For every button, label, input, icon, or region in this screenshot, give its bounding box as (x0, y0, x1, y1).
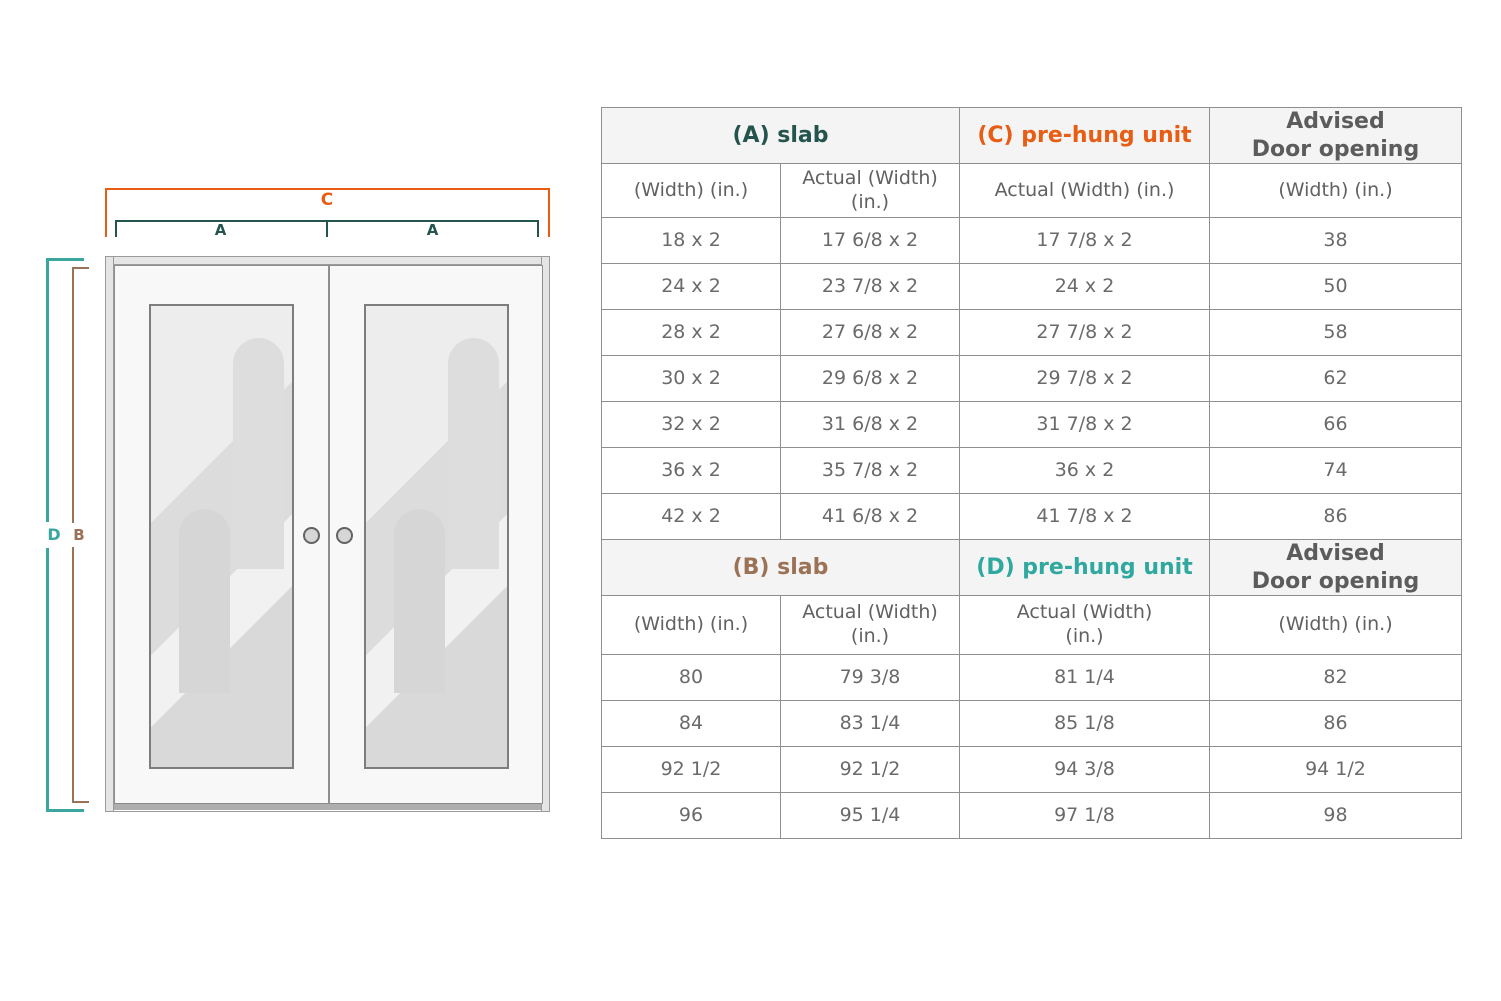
table-cell: 18 x 2 (601, 217, 781, 264)
table-cell: 58 (1209, 309, 1462, 356)
table-cell: 86 (1209, 493, 1462, 540)
table-cell: 29 7/8 x 2 (959, 355, 1210, 402)
table-row: 96 95 1/4 97 1/8 98 (601, 792, 1462, 839)
section-header-row: (B) slab (D) pre-hung unit Advised Door op… (601, 539, 1462, 596)
table-cell: 36 x 2 (601, 447, 781, 494)
section-title: (A) slab (601, 107, 960, 164)
table-cell: 94 1/2 (1209, 746, 1462, 793)
table-cell: 74 (1209, 447, 1462, 494)
table-cell: 38 (1209, 217, 1462, 264)
table-row: 36 x 2 35 7/8 x 2 36 x 2 74 (601, 447, 1462, 494)
table-cell: 81 1/4 (959, 654, 1210, 701)
column-header-row: (Width) (in.) Actual (Width) (in.) Actual … (601, 163, 1462, 218)
right-door-slab (329, 265, 543, 804)
table-cell: 96 (601, 792, 781, 839)
table-cell: 17 6/8 x 2 (780, 217, 960, 264)
table-cell: 92 1/2 (780, 746, 960, 793)
size-table: (A) slab (C) pre-hung unit Advised Door op… (601, 107, 1462, 839)
table-cell: 24 x 2 (601, 263, 781, 310)
dimension-label-b: B (70, 523, 88, 547)
table-cell: 31 6/8 x 2 (780, 401, 960, 448)
table-row: 80 79 3/8 81 1/4 82 (601, 654, 1462, 701)
table-cell: 27 6/8 x 2 (780, 309, 960, 356)
table-cell: 84 (601, 700, 781, 747)
dimension-bracket-c (105, 188, 550, 237)
table-row: 30 x 2 29 6/8 x 2 29 7/8 x 2 62 (601, 355, 1462, 402)
table-cell: 41 6/8 x 2 (780, 493, 960, 540)
table-cell: 80 (601, 654, 781, 701)
table-cell: 83 1/4 (780, 700, 960, 747)
table-cell: 95 1/4 (780, 792, 960, 839)
column-header-row: (Width) (in.) Actual (Width) (in.) Actual … (601, 595, 1462, 655)
section-title: Advised Door opening (1209, 107, 1462, 164)
door-size-table-wrap: (A) slab (C) pre-hung unit Advised Door op… (601, 107, 1462, 839)
section-title: (C) pre-hung unit (959, 107, 1210, 164)
table-cell: 98 (1209, 792, 1462, 839)
section-title: Advised Door opening (1209, 539, 1462, 596)
double-door-illustration (105, 256, 550, 812)
table-row: 18 x 2 17 6/8 x 2 17 7/8 x 2 38 (601, 217, 1462, 264)
section-title: (B) slab (601, 539, 960, 596)
table-cell: 62 (1209, 355, 1462, 402)
table-cell: 79 3/8 (780, 654, 960, 701)
table-cell: 50 (1209, 263, 1462, 310)
table-row: 84 83 1/4 85 1/8 86 (601, 700, 1462, 747)
dimension-label-a-left: A (214, 221, 228, 239)
table-row: 42 x 2 41 6/8 x 2 41 7/8 x 2 86 (601, 493, 1462, 540)
table-cell: 35 7/8 x 2 (780, 447, 960, 494)
table-cell: 97 1/8 (959, 792, 1210, 839)
table-cell: 24 x 2 (959, 263, 1210, 310)
table-row: 92 1/2 92 1/2 94 3/8 94 1/2 (601, 746, 1462, 793)
right-door-knob (336, 527, 353, 544)
left-door-slab (114, 265, 329, 804)
table-row: 28 x 2 27 6/8 x 2 27 7/8 x 2 58 (601, 309, 1462, 356)
table-cell: 23 7/8 x 2 (780, 263, 960, 310)
column-header: Actual (Width) (in.) (959, 163, 1210, 218)
table-cell: 41 7/8 x 2 (959, 493, 1210, 540)
left-door-glass-panel (149, 304, 294, 769)
glass-reflection-shape (232, 338, 284, 569)
table-cell: 86 (1209, 700, 1462, 747)
table-cell: 42 x 2 (601, 493, 781, 540)
column-header: Actual (Width) (in.) (959, 595, 1210, 655)
dimension-label-d: D (43, 522, 65, 548)
table-cell: 17 7/8 x 2 (959, 217, 1210, 264)
dimension-bracket-a-mid-tick (326, 220, 328, 237)
right-door-glass-panel (364, 304, 509, 769)
section-header-row: (A) slab (C) pre-hung unit Advised Door op… (601, 107, 1462, 164)
door-diagram: C A A D B (0, 0, 600, 900)
door-frame-head (106, 257, 549, 265)
column-header: Actual (Width) (in.) (780, 595, 960, 655)
dimension-label-c: C (320, 190, 335, 210)
table-cell: 82 (1209, 654, 1462, 701)
door-frame-left-jamb (106, 257, 114, 811)
table-cell: 28 x 2 (601, 309, 781, 356)
table-cell: 36 x 2 (959, 447, 1210, 494)
table-cell: 32 x 2 (601, 401, 781, 448)
table-cell: 31 7/8 x 2 (959, 401, 1210, 448)
door-bottom-rail (114, 803, 541, 810)
glass-reflection-shape (447, 338, 499, 569)
table-row: 24 x 2 23 7/8 x 2 24 x 2 50 (601, 263, 1462, 310)
glass-reflection-shape (179, 508, 230, 694)
table-cell: 92 1/2 (601, 746, 781, 793)
dimension-label-a-right: A (426, 221, 440, 239)
size-table-body: (A) slab (C) pre-hung unit Advised Door op… (601, 107, 1462, 839)
table-cell: 66 (1209, 401, 1462, 448)
table-row: 32 x 2 31 6/8 x 2 31 7/8 x 2 66 (601, 401, 1462, 448)
column-header: (Width) (in.) (601, 163, 781, 218)
table-cell: 85 1/8 (959, 700, 1210, 747)
column-header: (Width) (in.) (1209, 163, 1462, 218)
table-cell: 30 x 2 (601, 355, 781, 402)
table-cell: 27 7/8 x 2 (959, 309, 1210, 356)
glass-reflection-shape (394, 508, 445, 694)
table-cell: 29 6/8 x 2 (780, 355, 960, 402)
section-title: (D) pre-hung unit (959, 539, 1210, 596)
column-header: Actual (Width) (in.) (780, 163, 960, 218)
column-header: (Width) (in.) (601, 595, 781, 655)
column-header: (Width) (in.) (1209, 595, 1462, 655)
table-cell: 94 3/8 (959, 746, 1210, 793)
left-door-knob (303, 527, 320, 544)
